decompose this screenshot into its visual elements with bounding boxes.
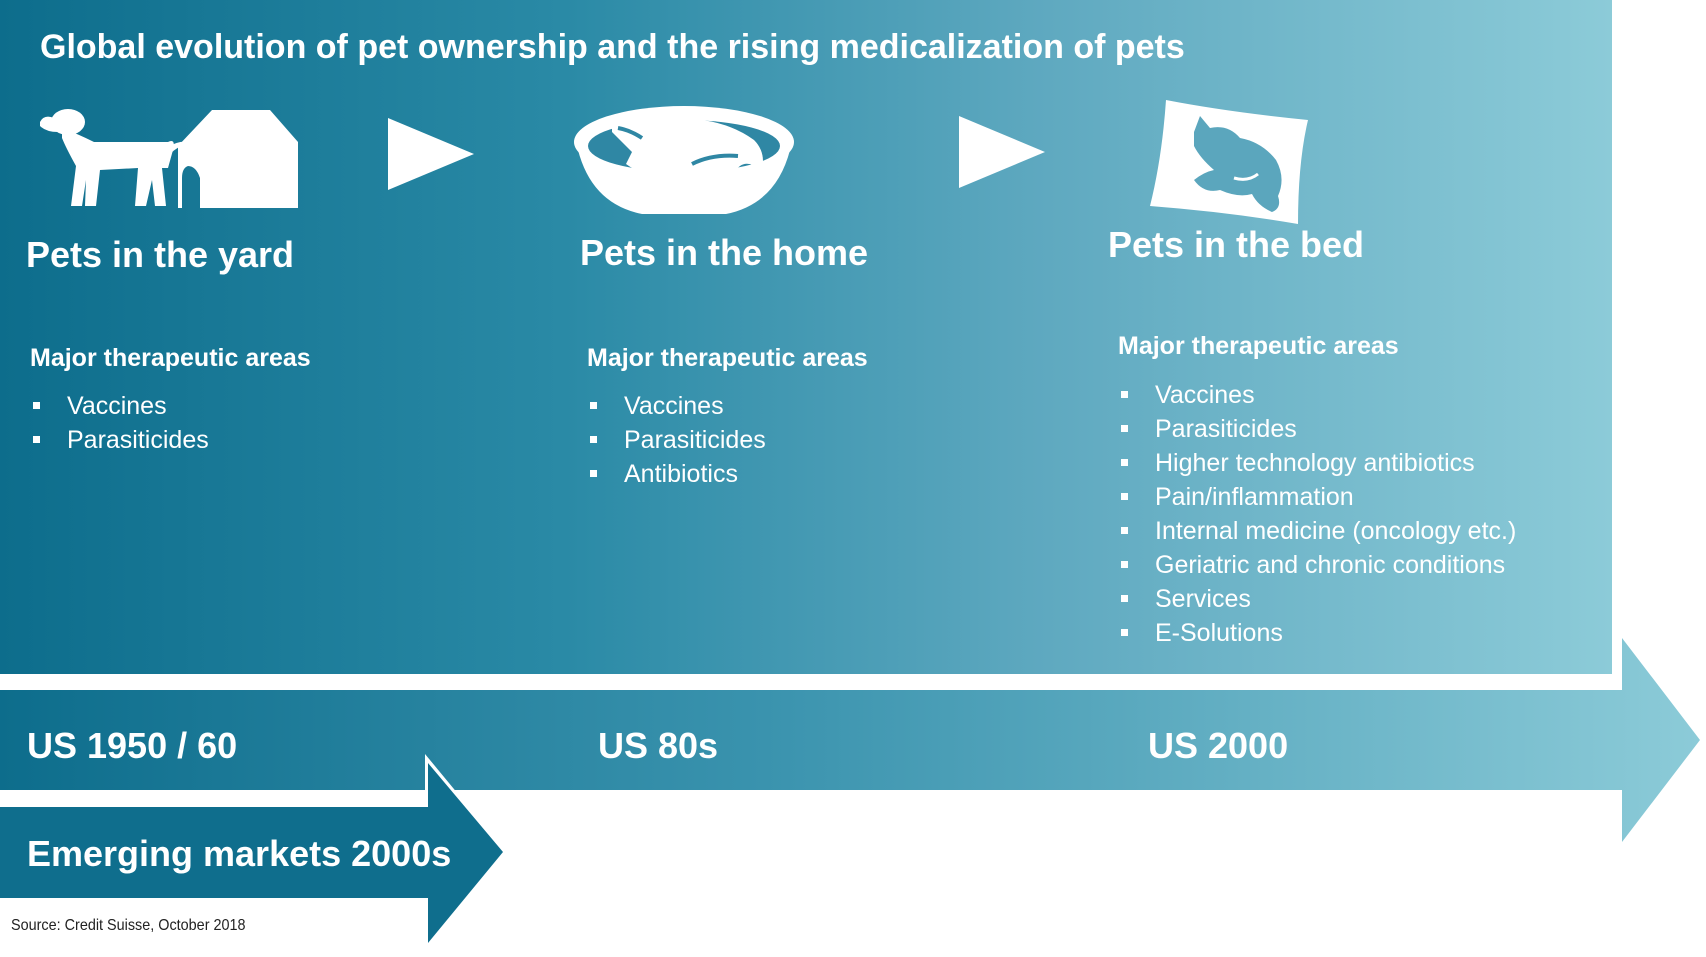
page-title: Global evolution of pet ownership and th… xyxy=(40,28,1185,66)
areas-list-bed: Vaccines Parasiticides Higher technology… xyxy=(1118,378,1516,650)
era-label-emerging: Emerging markets 2000s xyxy=(27,833,452,874)
pet-in-basket-icon xyxy=(574,106,794,214)
list-item: Vaccines xyxy=(1118,378,1516,412)
stage-title-yard: Pets in the yard xyxy=(25,234,295,275)
next-stage-arrow-icon xyxy=(959,116,1045,188)
areas-heading-home: Major therapeutic areas xyxy=(587,344,868,372)
source-note: Source: Credit Suisse, October 2018 xyxy=(11,917,246,934)
list-item: Antibiotics xyxy=(587,457,766,491)
list-item: Parasiticides xyxy=(30,423,209,457)
dog-and-kennel-icon xyxy=(40,109,298,208)
list-item: Services xyxy=(1118,582,1516,616)
cat-on-pillow-icon xyxy=(1150,100,1308,224)
list-item: Internal medicine (oncology etc.) xyxy=(1118,514,1516,548)
list-item: Vaccines xyxy=(587,389,766,423)
list-item: Geriatric and chronic conditions xyxy=(1118,548,1516,582)
list-item: Parasiticides xyxy=(587,423,766,457)
stage-title-bed: Pets in the bed xyxy=(1107,224,1365,265)
areas-list-yard: Vaccines Parasiticides xyxy=(30,389,209,457)
era-label-us-80s: US 80s xyxy=(598,725,719,766)
era-label-us-1950: US 1950 / 60 xyxy=(27,725,238,766)
list-item: Pain/inflammation xyxy=(1118,480,1516,514)
areas-heading-bed: Major therapeutic areas xyxy=(1118,332,1399,360)
list-item: E-Solutions xyxy=(1118,616,1516,650)
list-item: Vaccines xyxy=(30,389,209,423)
list-item: Parasiticides xyxy=(1118,412,1516,446)
areas-heading-yard: Major therapeutic areas xyxy=(30,344,311,372)
areas-list-home: Vaccines Parasiticides Antibiotics xyxy=(587,389,766,491)
next-stage-arrow-icon xyxy=(388,118,474,190)
us-timeline-arrow xyxy=(0,638,1700,842)
list-item: Higher technology antibiotics xyxy=(1118,446,1516,480)
era-label-us-2000: US 2000 xyxy=(1148,725,1289,766)
stage-title-home: Pets in the home xyxy=(579,232,869,273)
